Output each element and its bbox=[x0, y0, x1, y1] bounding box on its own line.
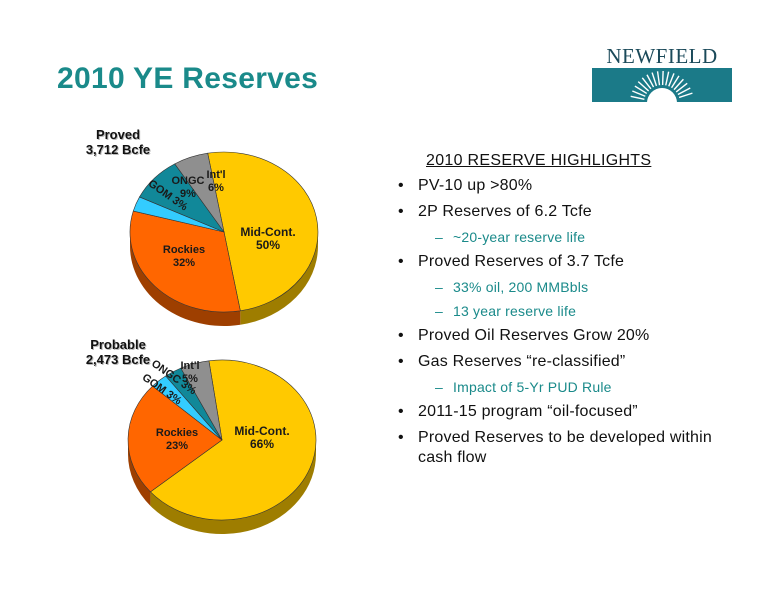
probable-pie-title: Probable 2,473 Bcfe bbox=[78, 337, 158, 367]
proved-title-line2: 3,712 Bcfe bbox=[85, 142, 151, 157]
highlight-sub-bullet: Impact of 5-Yr PUD Rule bbox=[398, 378, 728, 396]
pie-slice-rockies bbox=[127, 385, 223, 493]
pie-slice-midcont bbox=[149, 359, 317, 521]
highlights-list: PV-10 up >80% 2P Reserves of 6.2 Tcfe ~20-… bbox=[398, 176, 728, 468]
pie-side-rockies bbox=[127, 440, 151, 506]
logo-text: NEWFIELD bbox=[606, 44, 718, 68]
reserves-pie-charts: Mid-Cont. 50%Rockies 32%GOM 3%ONGC 9%Int'l 6… bbox=[127, 151, 319, 534]
probable-title-line1: Probable bbox=[90, 337, 146, 352]
slice-label-intl: Int'l 6% bbox=[206, 169, 225, 194]
highlight-sub-bullet: 13 year reserve life bbox=[398, 302, 728, 320]
reserve-highlights: 2010 RESERVE HIGHLIGHTS PV-10 up >80% 2P … bbox=[398, 152, 728, 468]
highlight-bullet: PV-10 up >80% bbox=[398, 176, 728, 196]
slide-title: 2010 YE Reserves bbox=[57, 62, 319, 95]
highlights-heading: 2010 RESERVE HIGHLIGHTS bbox=[426, 152, 652, 169]
proved-title-line1: Proved bbox=[95, 127, 141, 142]
highlight-bullet: Gas Reserves “re-classified” bbox=[398, 352, 728, 372]
slice-label-midcont: Mid-Cont. 50% bbox=[240, 225, 295, 252]
pie-slice-rockies bbox=[129, 210, 241, 313]
slice-label-ongc: ONGC 9% bbox=[172, 175, 205, 200]
highlight-bullet: 2011-15 program “oil-focused” bbox=[398, 402, 728, 422]
highlight-bullet: Proved Reserves to be developed within c… bbox=[398, 428, 728, 468]
pie-side-midcont bbox=[240, 232, 318, 325]
pie-slice-midcont bbox=[207, 151, 319, 312]
pie-slice-intl bbox=[180, 360, 223, 441]
slice-label-intl: Int'l 5% bbox=[180, 360, 199, 385]
proved-pie-title: Proved 3,712 Bcfe bbox=[80, 127, 156, 157]
slice-label-rockies: Rockies 32% bbox=[163, 244, 205, 269]
newfield-logo: NEWFIELD bbox=[592, 44, 732, 102]
slice-label-midcont: Mid-Cont. 66% bbox=[234, 424, 289, 451]
pie-slice-intl bbox=[174, 152, 225, 233]
sunburst-icon bbox=[592, 68, 732, 102]
slice-label-rockies: Rockies 23% bbox=[156, 427, 198, 452]
highlight-sub-bullet: 33% oil, 200 MMBbls bbox=[398, 278, 728, 296]
probable-title-line2: 2,473 Bcfe bbox=[85, 352, 151, 367]
highlight-sub-bullet: ~20-year reserve life bbox=[398, 228, 728, 246]
highlight-bullet: Proved Oil Reserves Grow 20% bbox=[398, 326, 728, 346]
highlight-bullet: Proved Reserves of 3.7 Tcfe bbox=[398, 252, 728, 272]
pie-side-rockies bbox=[130, 232, 241, 326]
pie-side-midcont bbox=[150, 440, 316, 534]
highlight-bullet: 2P Reserves of 6.2 Tcfe bbox=[398, 202, 728, 222]
